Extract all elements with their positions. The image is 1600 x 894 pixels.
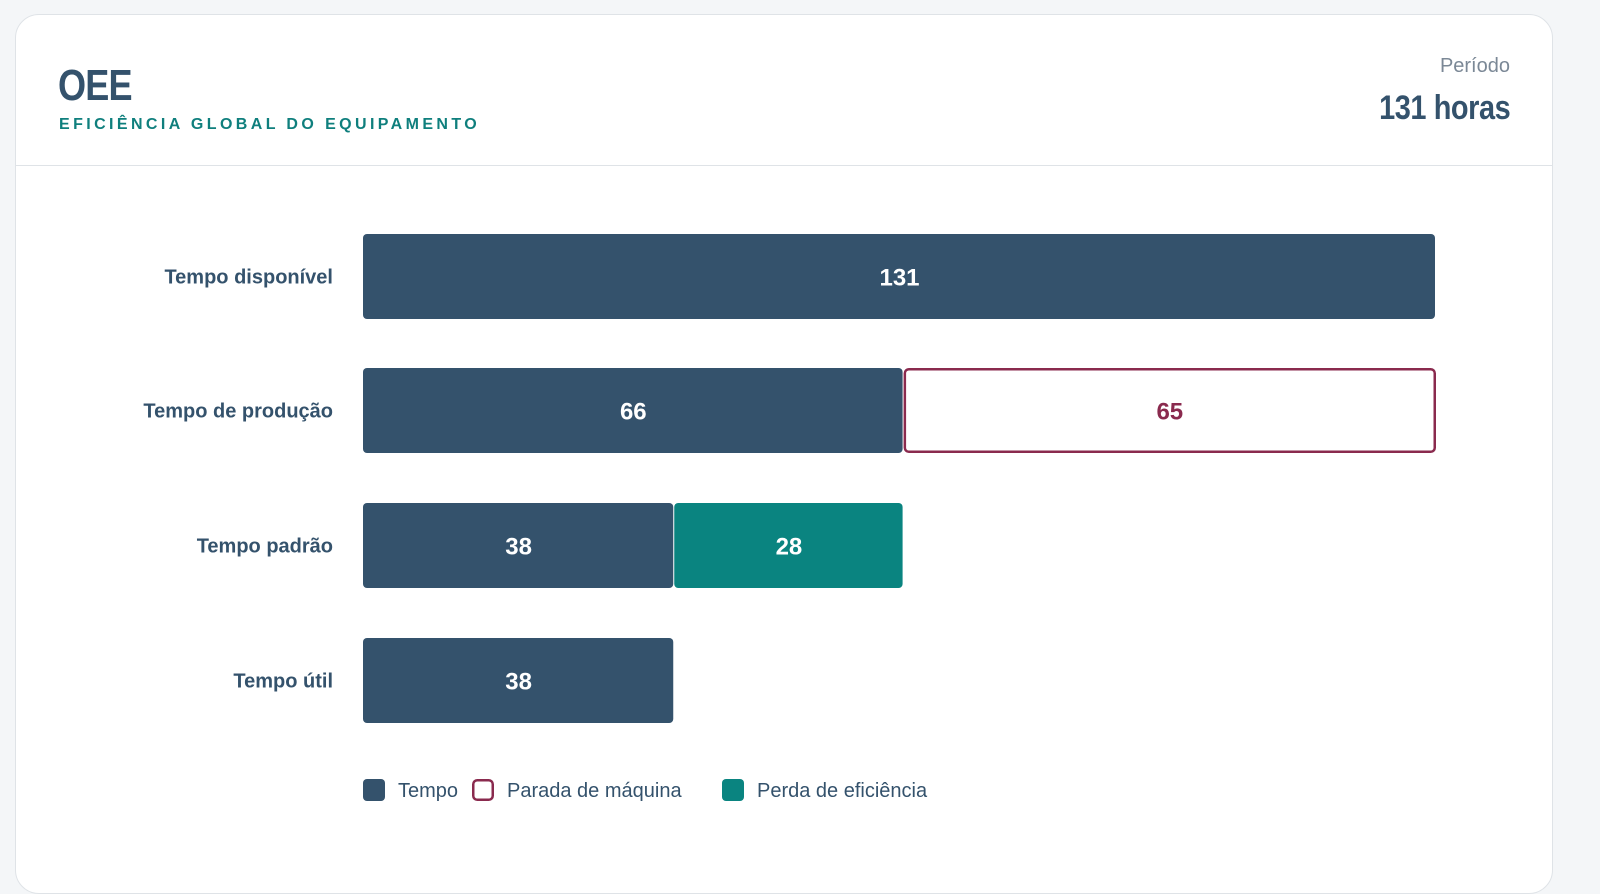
legend-label: Tempo [398, 780, 458, 802]
oee-bar-chart: Tempo disponível 131 Tempo de produção 66 65… [143, 234, 1436, 802]
bar-parada [903, 368, 1436, 453]
bar-value-label: 38 [505, 669, 532, 696]
row-label: Tempo padrão [197, 536, 333, 558]
row-label: Tempo útil [233, 671, 333, 693]
row-label: Tempo de produção [143, 401, 333, 423]
legend-label: Perda de eficiência [757, 780, 928, 802]
card-header: OEE EFICIÊNCIA GLOBAL DO EQUIPAMENTO Per… [16, 15, 1552, 166]
bar-tempo [363, 234, 1435, 319]
legend-label: Parada de máquina [507, 780, 682, 802]
legend-swatch-tempo [363, 779, 385, 801]
bar-tempo [363, 503, 674, 588]
bar-value-label: 66 [620, 399, 647, 426]
legend-swatch-perda [722, 779, 744, 801]
legend-swatch-parada [472, 779, 494, 801]
page-subtitle: EFICIÊNCIA GLOBAL DO EQUIPAMENTO [59, 116, 481, 133]
bar-value-label: 65 [1156, 399, 1183, 426]
period-label: Período [1439, 55, 1510, 77]
bar-value-label: 28 [776, 534, 803, 561]
bar-value-label: 38 [505, 534, 532, 561]
period-value: 131 horas [1378, 89, 1511, 127]
bar-perda [674, 503, 903, 588]
bar-tempo [363, 638, 674, 723]
oee-card: OEE EFICIÊNCIA GLOBAL DO EQUIPAMENTO Per… [15, 14, 1553, 894]
bar-tempo [363, 368, 903, 453]
row-label: Tempo disponível [164, 267, 333, 289]
page-title: OEE [58, 61, 133, 110]
bar-value-label: 131 [879, 265, 919, 292]
